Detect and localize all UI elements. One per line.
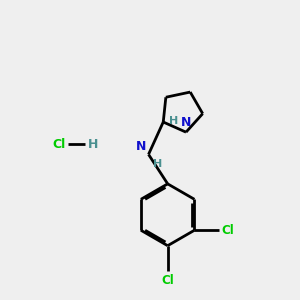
Text: Cl: Cl <box>161 274 174 287</box>
Text: H: H <box>153 159 162 169</box>
Text: Cl: Cl <box>52 138 65 151</box>
Text: Cl: Cl <box>221 224 234 237</box>
Text: H: H <box>88 138 98 151</box>
Text: N: N <box>181 116 191 129</box>
Text: H: H <box>169 116 178 126</box>
Text: N: N <box>136 140 146 153</box>
